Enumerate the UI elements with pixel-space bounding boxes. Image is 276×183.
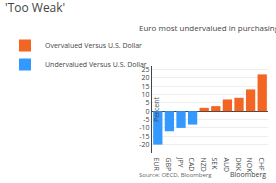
svg-text:10: 10 bbox=[142, 90, 150, 99]
svg-text:AUD: AUD bbox=[222, 158, 231, 173]
svg-text:JPY: JPY bbox=[176, 157, 185, 168]
svg-text:-5: -5 bbox=[143, 115, 149, 124]
svg-text:Percent: Percent bbox=[152, 96, 161, 122]
svg-text:CHF: CHF bbox=[257, 158, 266, 172]
svg-text:Bloomberg: Bloomberg bbox=[230, 170, 266, 179]
svg-text:5: 5 bbox=[146, 98, 150, 107]
svg-text:0: 0 bbox=[146, 107, 150, 116]
svg-text:CAD: CAD bbox=[187, 158, 196, 172]
svg-text:NOK: NOK bbox=[245, 158, 254, 174]
svg-text:SEK: SEK bbox=[210, 158, 219, 171]
svg-text:EUR: EUR bbox=[152, 158, 161, 172]
svg-text:Euro most undervalued in purch: Euro most undervalued in purchasing-powe… bbox=[139, 22, 276, 33]
svg-text:-20: -20 bbox=[139, 140, 149, 149]
svg-text:-10: -10 bbox=[139, 123, 149, 132]
svg-text:15: 15 bbox=[142, 82, 150, 91]
svg-text:25: 25 bbox=[141, 64, 150, 74]
svg-text:20: 20 bbox=[142, 73, 150, 82]
svg-text:GBP: GBP bbox=[164, 158, 173, 172]
svg-text:Undervalued Versus U.S. Dollar: Undervalued Versus U.S. Dollar bbox=[45, 60, 147, 69]
svg-text:-15: -15 bbox=[139, 132, 149, 141]
svg-text:DKK: DKK bbox=[234, 158, 243, 172]
svg-text:Overvalued Versus U.S. Dollar: Overvalued Versus U.S. Dollar bbox=[45, 41, 142, 50]
svg-text:Source: OECD, Bloomberg: Source: OECD, Bloomberg bbox=[139, 171, 212, 179]
svg-text:'Too Weak': 'Too Weak' bbox=[5, 0, 65, 16]
svg-text:NZD: NZD bbox=[199, 158, 208, 172]
